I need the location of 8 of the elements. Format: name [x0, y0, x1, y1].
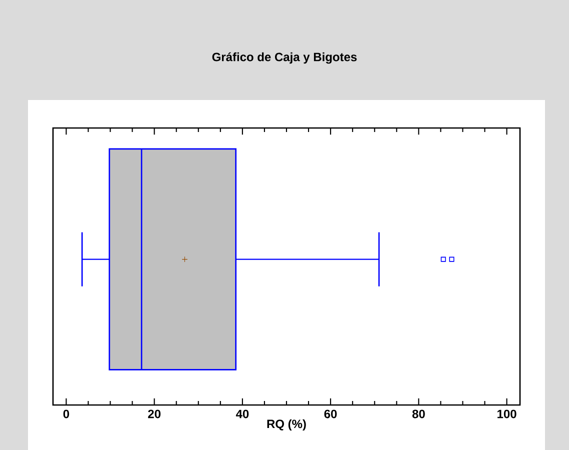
x-tick-label: 80: [412, 410, 425, 418]
x-axis-title: RQ (%): [267, 419, 306, 431]
x-tick-label: 60: [324, 410, 337, 418]
x-tick-label: 40: [236, 410, 249, 418]
x-tick-label: 20: [148, 410, 161, 418]
chart-title: Gráfico de Caja y Bigotes: [212, 52, 357, 64]
x-tick-label: 100: [498, 410, 516, 418]
x-tick-label: 0: [63, 410, 70, 418]
